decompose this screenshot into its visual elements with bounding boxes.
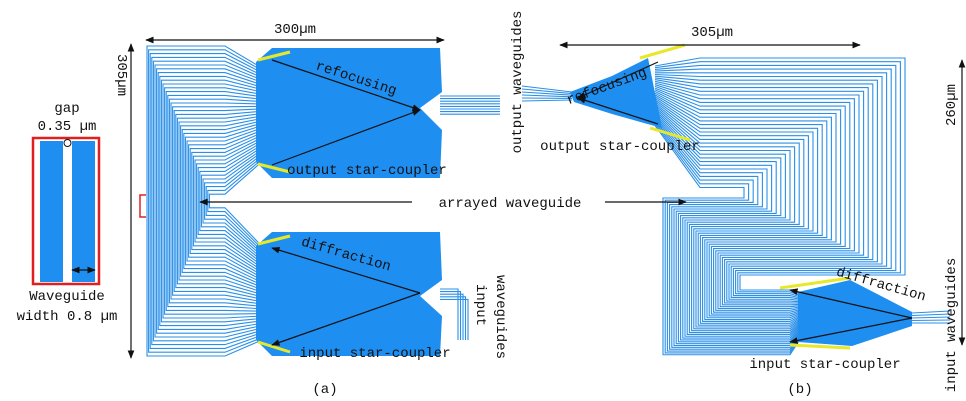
caption: (b) xyxy=(787,382,812,398)
input-coupler-label: input star-coupler xyxy=(749,357,900,373)
gap-label: gap xyxy=(54,101,79,117)
inset-pointer xyxy=(140,195,146,217)
height-label: 260µm xyxy=(944,84,960,126)
output-coupler-label: output star-coupler xyxy=(287,163,447,179)
caption: (a) xyxy=(312,382,337,398)
input-coupler-label: input star-coupler xyxy=(299,346,450,362)
waveguide xyxy=(522,100,572,101)
output-coupler-label: output star-coupler xyxy=(540,139,700,155)
waveguide xyxy=(193,138,262,271)
waveguide xyxy=(440,299,468,340)
waveguide xyxy=(161,80,262,322)
width-label: 300µm xyxy=(274,22,316,38)
arrayed-waveguide-label: arrayed waveguide xyxy=(439,196,582,212)
width-value: width 0.8 µm xyxy=(17,309,118,325)
waveguide-bar xyxy=(40,141,63,282)
figure: gap 0.35 µm Waveguide width 0.8 µm 300µm… xyxy=(0,0,966,401)
input-waveguides-label: waveguides xyxy=(492,275,508,359)
waveguide xyxy=(440,297,466,340)
waveguide xyxy=(440,294,463,340)
taper xyxy=(790,345,850,348)
output-waveguides-label: output waveguides xyxy=(510,11,526,154)
gap-marker xyxy=(64,140,71,147)
gap-value: 0.35 µm xyxy=(38,119,97,135)
waveguide xyxy=(160,76,262,325)
waveguide xyxy=(655,88,845,314)
input-waveguides-label: input waveguides xyxy=(944,258,960,392)
taper xyxy=(640,45,685,58)
height-label: 305µm xyxy=(113,54,129,96)
waveguide-bar xyxy=(72,141,95,282)
width-label: Waveguide xyxy=(29,289,105,305)
width-label: 305µm xyxy=(691,25,733,41)
input-waveguides-label: input xyxy=(472,284,488,326)
